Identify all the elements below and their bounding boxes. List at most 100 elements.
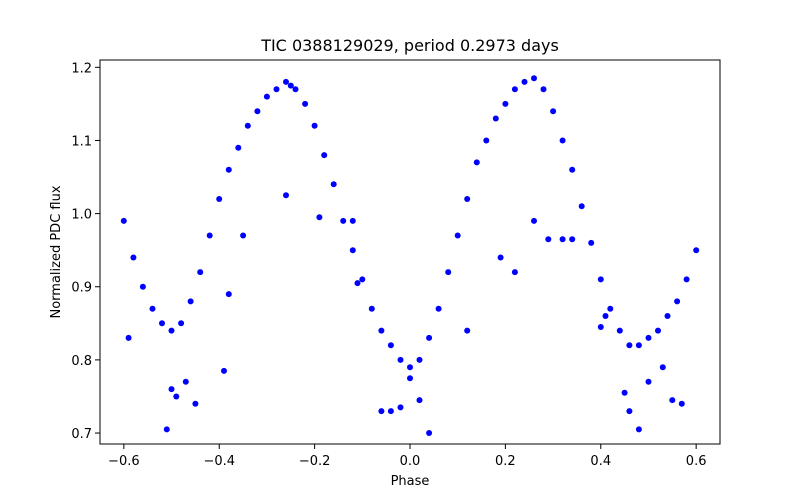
x-axis-ticks: −0.6 −0.4 −0.2 0.0 0.2 0.4 0.6 <box>108 444 706 469</box>
data-point <box>559 236 566 243</box>
data-point <box>197 269 204 276</box>
data-point <box>559 137 566 144</box>
data-point <box>464 327 471 334</box>
data-point <box>664 313 671 319</box>
data-point <box>225 166 232 173</box>
data-point <box>173 393 180 400</box>
data-point <box>454 232 461 239</box>
data-point <box>578 203 585 210</box>
data-point <box>187 298 194 305</box>
y-tick-label: 0.9 <box>71 281 92 296</box>
y-tick-label: 0.7 <box>71 427 92 442</box>
data-point <box>330 181 337 188</box>
data-point <box>359 276 366 283</box>
data-point <box>693 247 700 254</box>
data-point <box>511 86 518 93</box>
data-point <box>473 159 480 166</box>
data-point <box>407 375 413 382</box>
data-point <box>354 280 361 287</box>
data-point <box>244 122 251 129</box>
data-point <box>168 327 175 334</box>
data-point <box>511 269 518 276</box>
data-point <box>545 236 552 243</box>
data-point <box>163 426 170 433</box>
data-point <box>216 196 223 202</box>
data-point <box>569 236 576 243</box>
data-point <box>292 86 299 93</box>
data-point <box>616 327 623 334</box>
data-point <box>635 426 642 433</box>
data-point <box>540 86 547 93</box>
data-point <box>645 334 652 341</box>
data-point <box>435 305 442 312</box>
data-point <box>302 100 309 107</box>
data-point <box>178 320 185 327</box>
x-tick-label: 0.2 <box>495 454 516 469</box>
y-tick-label: 1.2 <box>71 61 92 76</box>
data-point <box>221 367 227 374</box>
data-point <box>502 100 509 107</box>
chart-title: TIC 0388129029, period 0.2973 days <box>260 36 559 55</box>
data-point <box>349 217 356 224</box>
data-point <box>283 192 289 199</box>
data-point <box>130 254 137 261</box>
data-point <box>273 86 280 93</box>
data-point <box>149 305 156 312</box>
data-point <box>387 408 394 415</box>
data-point <box>287 82 294 89</box>
x-tick-label: −0.4 <box>203 454 235 469</box>
x-axis-label: Phase <box>391 474 430 489</box>
data-point <box>192 400 199 407</box>
x-tick-label: −0.2 <box>299 454 331 469</box>
data-point <box>531 75 537 82</box>
data-point <box>349 247 356 254</box>
data-point <box>445 269 452 276</box>
data-point <box>378 408 385 415</box>
data-point <box>407 364 413 371</box>
data-point <box>655 327 661 334</box>
x-tick-label: 0.0 <box>400 454 421 469</box>
data-point <box>683 276 690 283</box>
data-point <box>426 334 433 341</box>
data-point <box>378 327 385 334</box>
data-point <box>225 291 232 298</box>
data-point <box>597 324 604 330</box>
data-point <box>659 364 666 371</box>
data-point <box>311 122 318 129</box>
data-point <box>120 217 127 224</box>
scatter-points <box>120 75 700 436</box>
data-point <box>139 283 146 290</box>
data-point <box>492 115 499 122</box>
data-point <box>569 166 576 173</box>
x-tick-label: 0.4 <box>590 454 611 469</box>
data-point <box>597 276 604 283</box>
data-point <box>626 342 633 349</box>
data-point <box>602 313 609 319</box>
data-point <box>206 232 213 239</box>
y-tick-label: 0.8 <box>71 354 92 369</box>
data-point <box>531 217 537 224</box>
y-axis-ticks: 0.7 0.8 0.9 1.0 1.1 1.2 <box>71 61 100 442</box>
data-point <box>674 298 681 305</box>
y-axis-label: Normalized PDC flux <box>49 185 64 318</box>
data-point <box>497 254 504 261</box>
y-tick-label: 1.1 <box>71 134 92 149</box>
data-point <box>125 334 132 341</box>
data-point <box>669 397 676 404</box>
data-point <box>426 430 433 436</box>
data-point <box>159 320 165 327</box>
plot-frame <box>99 59 721 445</box>
data-point <box>168 386 175 393</box>
data-point <box>254 108 261 115</box>
data-point <box>368 305 375 312</box>
data-point <box>416 356 423 363</box>
x-tick-label: 0.6 <box>686 454 707 469</box>
data-point <box>340 217 347 224</box>
data-point <box>621 389 628 396</box>
data-point <box>483 137 490 144</box>
data-point <box>397 404 404 411</box>
data-point <box>235 144 242 151</box>
data-point <box>283 78 289 85</box>
data-point <box>387 342 394 349</box>
data-point <box>464 196 471 202</box>
